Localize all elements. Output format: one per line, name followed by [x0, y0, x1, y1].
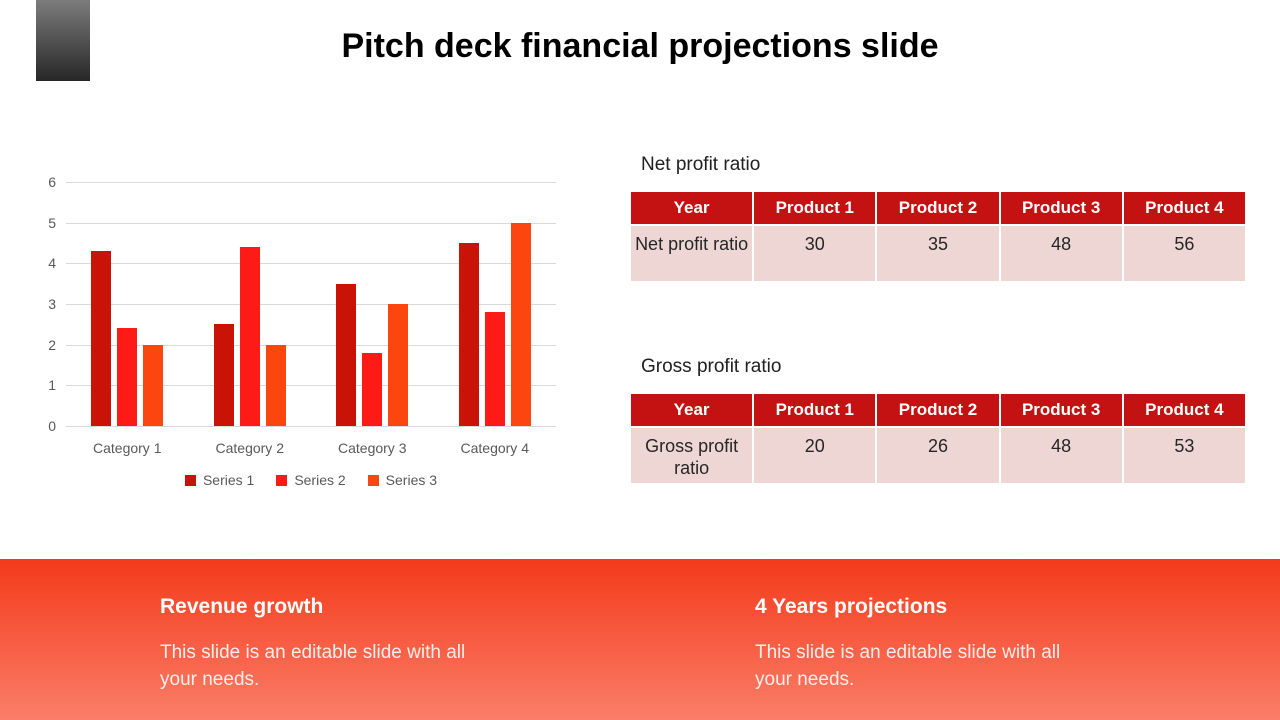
gross-profit-table: Year Product 1 Product 2 Product 3 Product 4…	[629, 392, 1247, 485]
x-axis-category-label: Category 1	[93, 440, 162, 456]
table-header-cell: Product 4	[1123, 394, 1245, 426]
footer-col-revenue-growth: Revenue growth This slide is an editable…	[160, 592, 505, 693]
y-axis-tick-label: 5	[48, 214, 56, 231]
table-header-cell: Year	[631, 394, 753, 426]
bar-chart: 0 1 2 3 4 5 6 Category 1 Category 2 Category 3 Cat…	[36, 168, 560, 498]
corner-accent-square	[36, 0, 90, 81]
legend-item: Series 2	[276, 472, 346, 488]
bar-series-1-category-1	[91, 251, 112, 426]
y-axis-tick-label: 0	[48, 418, 56, 434]
y-axis-tick-label: 1	[48, 377, 56, 394]
table-header-row: Year Product 1 Product 2 Product 3 Product 4	[631, 394, 1245, 426]
x-axis-category-label: Category 3	[338, 440, 407, 456]
bar-series-3-category-3	[388, 304, 409, 426]
x-axis-category-label: Category 4	[460, 440, 529, 456]
chart-gridline	[66, 222, 556, 224]
net-profit-table: Year Product 1 Product 2 Product 3 Product 4…	[629, 190, 1247, 283]
legend-swatch-series-3	[367, 474, 379, 486]
table-header-cell: Product 2	[877, 394, 999, 426]
bar-series-3-category-1	[143, 344, 164, 426]
bar-series-3-category-2	[265, 344, 286, 426]
footer-band: Revenue growth This slide is an editable…	[0, 559, 1280, 720]
table-cell: 26	[877, 428, 999, 483]
gross-profit-section: Gross profit ratio Year Product 1 Product …	[629, 356, 1247, 485]
footer-body-text: This slide is an editable slide with all…	[160, 642, 466, 690]
bar-series-3-category-4	[510, 222, 531, 426]
net-profit-table-title: Net profit ratio	[641, 154, 761, 175]
legend-label: Series 3	[385, 472, 438, 488]
table-cell: 48	[1000, 226, 1122, 281]
x-axis-category-label: Category 2	[215, 440, 284, 456]
y-axis-tick-label: 4	[48, 255, 56, 272]
chart-gridline	[66, 385, 556, 387]
table-header-cell: Year	[631, 192, 753, 224]
footer-heading: Revenue growth	[160, 595, 324, 618]
table-cell: 30	[754, 226, 876, 281]
bar-series-1-category-3	[336, 283, 357, 426]
bar-series-2-category-4	[484, 312, 505, 426]
footer-heading: 4 Years projections	[755, 595, 948, 618]
table-header-cell: Product 1	[754, 192, 876, 224]
table-header-cell: Product 4	[1123, 192, 1245, 224]
table-cell: 48	[1000, 428, 1122, 483]
legend-label: Series 1	[202, 472, 255, 488]
table-cell: 35	[877, 226, 999, 281]
table-header-cell: Product 3	[1000, 394, 1122, 426]
table-header-row: Year Product 1 Product 2 Product 3 Product 4	[631, 192, 1245, 224]
legend-item: Series 1	[184, 472, 255, 488]
footer-body-text: This slide is an editable slide with all…	[755, 642, 1061, 690]
bar-series-2-category-2	[239, 247, 260, 426]
bar-series-2-category-1	[117, 328, 138, 426]
y-axis-tick-label: 2	[48, 336, 56, 353]
y-axis-tick-label: 6	[48, 174, 56, 190]
legend-label: Series 2	[294, 472, 346, 488]
table-cell: 20	[754, 428, 876, 483]
table-header-cell: Product 2	[877, 192, 999, 224]
chart-gridline	[66, 304, 556, 305]
table-cell: Gross profit ratio	[631, 428, 753, 483]
table-row: Net profit ratio 30 35 48 56	[631, 226, 1245, 281]
table-cell: 53	[1123, 428, 1245, 483]
table-cell: 56	[1123, 226, 1245, 281]
page-title: Pitch deck financial projections slide	[341, 27, 939, 65]
bar-series-1-category-2	[213, 324, 234, 426]
footer-col-projections: 4 Years projections This slide is an edi…	[755, 592, 1100, 693]
table-header-cell: Product 3	[1000, 192, 1122, 224]
gross-profit-table-title: Gross profit ratio	[641, 356, 782, 377]
bar-series-2-category-3	[362, 352, 383, 426]
table-header-cell: Product 1	[754, 394, 876, 426]
chart-legend: Series 1 Series 2 Series 3	[66, 472, 556, 488]
chart-gridline	[66, 344, 556, 346]
chart-gridline	[66, 263, 556, 265]
y-axis-tick-label: 3	[48, 296, 56, 312]
bar-series-1-category-4	[458, 243, 479, 426]
chart-gridline	[66, 182, 556, 183]
legend-swatch-series-2	[276, 474, 288, 486]
legend-swatch-series-1	[184, 474, 196, 486]
table-row: Gross profit ratio 20 26 48 53	[631, 428, 1245, 483]
legend-item: Series 3	[367, 472, 438, 488]
chart-gridline	[66, 426, 556, 427]
table-cell: Net profit ratio	[631, 226, 753, 281]
